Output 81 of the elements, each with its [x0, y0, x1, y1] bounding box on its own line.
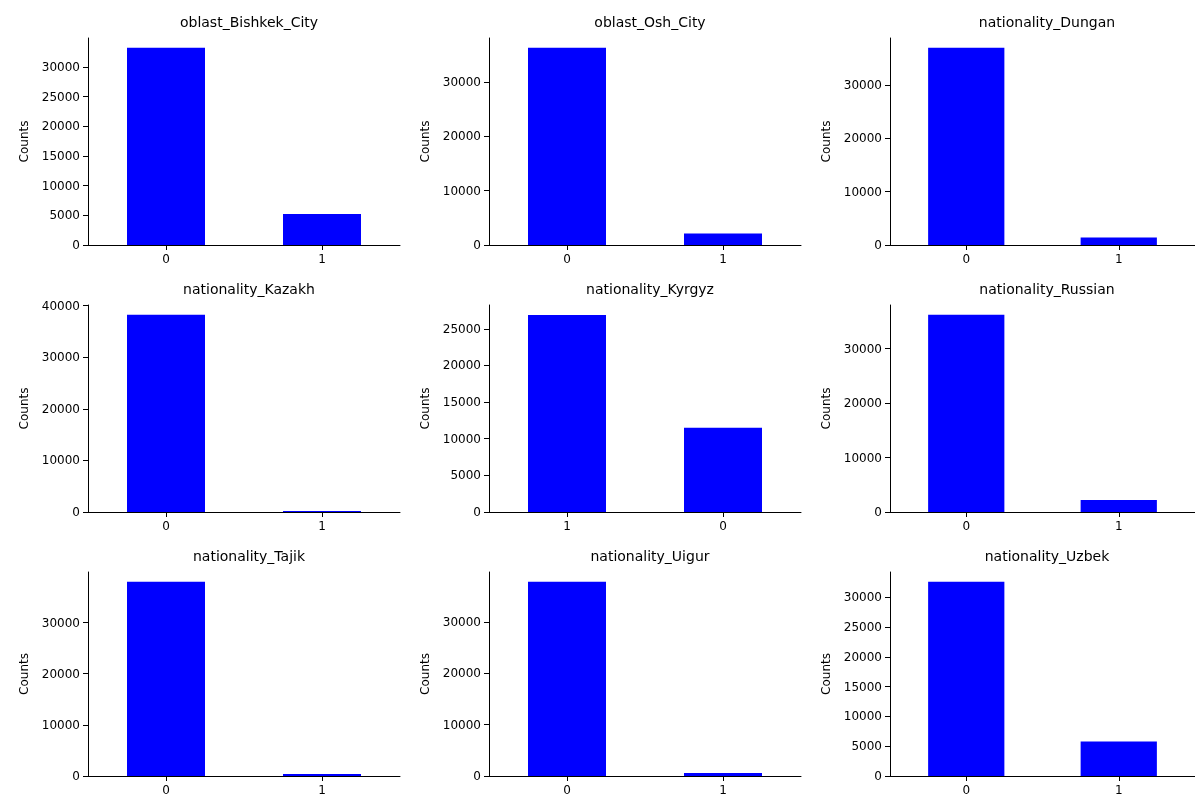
y-tick-label: 25000: [41, 89, 80, 104]
y-tick-label: 0: [72, 238, 80, 252]
y-tick-label: 30000: [843, 590, 882, 605]
x-tick-label: 0: [719, 519, 727, 533]
x-tick-label: 1: [1114, 252, 1123, 266]
y-tick-label: 10000: [843, 450, 882, 465]
y-axis-title: Counts: [17, 387, 31, 430]
y-tick-label: 20000: [442, 358, 481, 373]
x-tick-label: 0: [563, 783, 571, 796]
y-tick-label: 0: [473, 238, 481, 252]
x-tick-label: 0: [962, 519, 971, 533]
y-tick-label: 20000: [843, 649, 882, 664]
y-tick-label: 10000: [41, 178, 80, 193]
y-tick-label: 20000: [843, 396, 882, 411]
y-tick-label: 20000: [442, 129, 481, 144]
chart-title: nationality_Dungan: [978, 14, 1116, 30]
y-tick-label: 10000: [442, 183, 481, 198]
y-tick-label: 20000: [843, 131, 882, 146]
y-axis-title: Counts: [819, 653, 833, 695]
y-tick-label: 10000: [442, 431, 481, 446]
y-tick-label: 20000: [41, 401, 80, 416]
chart-title: oblast_Osh_City: [594, 14, 706, 30]
x-tick-label: 0: [563, 252, 571, 266]
y-tick-label: 30000: [442, 614, 481, 629]
y-tick-label: 10000: [843, 184, 882, 199]
x-tick-label: 0: [162, 252, 170, 266]
y-tick-label: 25000: [442, 321, 481, 336]
y-tick-label: 5000: [450, 468, 481, 483]
y-tick-label: 30000: [843, 341, 882, 356]
y-tick-label: 0: [874, 238, 882, 252]
x-tick-label: 1: [719, 783, 727, 796]
x-tick-label: 1: [318, 783, 326, 796]
y-tick-label: 15000: [442, 395, 481, 410]
y-axis-title: Counts: [418, 387, 432, 430]
y-tick-label: 25000: [843, 620, 882, 635]
y-axis-title: Counts: [418, 653, 432, 695]
x-tick-label: 1: [318, 519, 326, 533]
x-tick-label: 1: [318, 252, 326, 266]
y-tick-label: 20000: [41, 119, 80, 134]
y-tick-label: 30000: [843, 78, 882, 93]
x-tick-label: 1: [719, 252, 727, 266]
y-tick-label: 30000: [442, 75, 481, 90]
chart-title: nationality_Russian: [979, 281, 1115, 297]
chart-title: nationality_Uzbek: [984, 548, 1111, 564]
y-tick-label: 30000: [41, 350, 80, 365]
y-tick-label: 0: [874, 505, 882, 519]
x-tick-label: 0: [962, 252, 971, 266]
x-tick-label: 1: [1114, 519, 1123, 533]
chart-title: nationality_Kyrgyz: [586, 281, 714, 297]
y-tick-label: 5000: [49, 208, 80, 223]
y-tick-label: 0: [72, 505, 80, 519]
x-tick-label: 1: [563, 519, 571, 533]
y-tick-label: 30000: [41, 615, 80, 630]
y-tick-label: 20000: [41, 666, 80, 681]
x-tick-label: 0: [162, 519, 170, 533]
y-tick-label: 5000: [851, 739, 882, 754]
x-tick-label: 0: [162, 783, 170, 796]
chart-title: oblast_Bishkek_City: [179, 14, 319, 30]
y-axis-title: Counts: [819, 120, 833, 163]
y-axis-title: Counts: [819, 387, 833, 430]
y-axis-title: Counts: [17, 120, 31, 163]
y-tick-label: 0: [874, 769, 882, 783]
y-tick-label: 15000: [41, 148, 80, 163]
chart-title: nationality_Kazakh: [183, 281, 315, 297]
chart-title: nationality_Tajik: [192, 548, 306, 564]
y-tick-label: 10000: [41, 453, 80, 468]
y-tick-label: 10000: [843, 709, 882, 724]
y-tick-label: 30000: [41, 59, 80, 74]
y-axis-title: Counts: [17, 653, 31, 695]
x-tick-label: 0: [962, 783, 971, 796]
y-axis-title: Counts: [418, 120, 432, 163]
y-tick-label: 15000: [843, 679, 882, 694]
y-tick-label: 0: [473, 505, 481, 519]
y-tick-label: 0: [72, 769, 80, 783]
y-tick-label: 20000: [442, 666, 481, 681]
y-tick-label: 0: [473, 769, 481, 783]
y-tick-label: 10000: [442, 717, 481, 732]
chart-title: nationality_Uigur: [590, 548, 710, 564]
y-tick-label: 40000: [41, 298, 80, 313]
x-tick-label: 1: [1114, 783, 1123, 796]
y-tick-label: 10000: [41, 717, 80, 732]
